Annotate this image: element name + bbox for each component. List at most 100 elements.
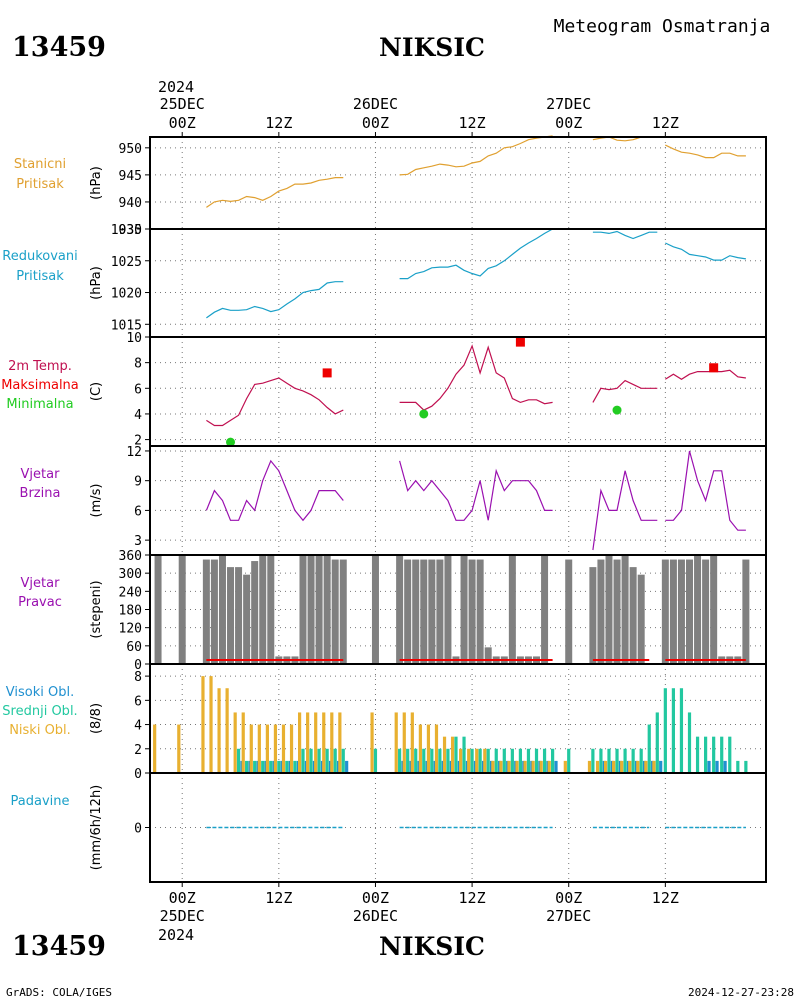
top-hour-label: 12Z <box>265 114 292 132</box>
cloud-mid-bar <box>567 748 571 773</box>
temperature-ytick-label: 8 <box>134 357 142 372</box>
reduced_pressure-label-line: Pritisak <box>16 269 64 284</box>
precip-unit-label: (mm/6h/12h) <box>89 785 104 871</box>
tmin-marker <box>226 437 236 447</box>
wind-direction-bar <box>476 559 484 664</box>
cloud-mid-bar <box>712 736 716 773</box>
cloud-mid-bar <box>510 748 514 773</box>
cloud-mid-bar <box>736 760 740 773</box>
cloud-mid-bar <box>446 748 450 773</box>
temperature-label-line: 2m Temp. <box>8 359 72 374</box>
cloud-mid-bar <box>728 736 732 773</box>
wind_speed-ytick-label: 12 <box>126 445 142 460</box>
station-id-top: 13459 <box>12 32 106 63</box>
wind_direction-ytick-label: 0 <box>134 658 142 673</box>
cloud-high-bar <box>345 760 349 773</box>
bottom-hour-label: 12Z <box>265 889 292 907</box>
cloud-mid-bar <box>704 736 708 773</box>
wind_speed-label-line: Vjetar <box>21 467 61 482</box>
wind_direction-ytick-label: 180 <box>119 604 142 619</box>
station-id-bottom: 13459 <box>12 931 106 962</box>
top-hour-label: 00Z <box>169 114 196 132</box>
cloud-low-bar <box>249 724 253 773</box>
cloud-low-bar <box>402 712 406 773</box>
cloud-mid-bar <box>551 748 555 773</box>
cloud-mid-bar <box>470 748 474 773</box>
precip-panel-frame <box>149 772 767 883</box>
wind-direction-bar <box>210 559 218 664</box>
cloud-mid-bar <box>486 748 490 773</box>
cloud-mid-bar <box>301 748 305 773</box>
cloud-low-bar <box>531 760 535 773</box>
plot-panels: Stanicni Pritisak (hPa) Redukovani Pritisak (… <box>1 95 767 925</box>
cloud-low-bar <box>467 748 471 773</box>
wind_direction-unit-label: (stepeni) <box>89 580 104 638</box>
cloud-mid-bar <box>317 748 321 773</box>
cloud-low-bar <box>459 748 463 773</box>
cloud-low-bar <box>442 736 447 773</box>
cloud-low-bar <box>539 760 543 773</box>
cloud-low-bar <box>153 724 157 773</box>
wind-direction-bar <box>404 559 412 664</box>
clouds-ytick-label: 6 <box>134 694 142 709</box>
reduced_pressure-unit-label: (hPa) <box>89 266 104 300</box>
meteogram-title: Meteogram Osmatranja <box>554 16 771 37</box>
bottom-hour-label: 00Z <box>169 889 196 907</box>
wind_speed-unit-label: (m/s) <box>89 484 104 518</box>
precip-ytick-label: 0 <box>134 822 142 837</box>
wind-direction-bar <box>412 559 420 664</box>
wind-direction-bar <box>227 567 235 664</box>
station_pressure-panel-frame <box>149 136 767 230</box>
station_pressure-series-line <box>206 135 746 208</box>
wind-direction-bar <box>243 574 251 664</box>
cloud-low-bar <box>314 712 318 773</box>
cloud-mid-bar <box>631 748 635 773</box>
wind-direction-bar <box>597 559 605 664</box>
cloud-low-bar <box>507 760 511 773</box>
cloud-mid-bar <box>655 712 659 773</box>
clouds-label-line: Visoki Obl. <box>6 685 74 700</box>
wind-direction-bar <box>299 555 307 664</box>
bottom-date-label: 25DEC <box>160 907 205 925</box>
clouds-ytick-label: 2 <box>134 743 142 758</box>
wind-direction-bar <box>428 559 436 664</box>
cloud-mid-bar <box>518 748 523 773</box>
cloud-mid-bar <box>422 748 426 773</box>
temperature-unit-label: (C) <box>89 382 104 401</box>
wind_direction-ytick-label: 300 <box>119 567 142 582</box>
wind_direction-ytick-label: 240 <box>119 585 142 600</box>
bottom-hour-label: 00Z <box>362 889 389 907</box>
cloud-mid-bar <box>277 760 281 773</box>
cloud-low-bar <box>370 712 374 773</box>
cloud-mid-bar <box>261 760 265 773</box>
wind-direction-bar <box>460 555 468 664</box>
wind-direction-bar <box>629 567 637 664</box>
bottom-date-label: 27DEC <box>546 907 591 925</box>
wind-direction-bar <box>154 555 162 664</box>
station_pressure-ytick-label: 935 <box>119 223 142 238</box>
cloud-mid-bar <box>333 748 337 773</box>
cloud-low-bar <box>338 712 342 773</box>
wind-direction-bar <box>702 559 710 664</box>
cloud-low-bar <box>217 688 221 773</box>
temperature-ytick-label: 10 <box>126 331 142 346</box>
wind-direction-bar <box>508 555 516 664</box>
top-hour-label: 00Z <box>555 114 582 132</box>
bottom-year-label: 2024 <box>158 926 194 944</box>
cloud-mid-bar <box>663 688 667 773</box>
cloud-mid-bar <box>245 760 249 773</box>
wind_direction-ytick-label: 120 <box>119 622 142 637</box>
cloud-mid-bar <box>615 748 619 773</box>
cloud-mid-bar <box>679 688 684 773</box>
wind-direction-bar <box>371 555 379 664</box>
cloud-low-bar <box>265 724 269 773</box>
cloud-low-bar <box>177 724 181 773</box>
cloud-low-bar <box>628 760 632 773</box>
clouds-ytick-label: 4 <box>134 719 142 734</box>
cloud-low-bar <box>257 724 261 773</box>
station_pressure-unit-label: (hPa) <box>89 166 104 200</box>
wind-direction-bar <box>267 555 275 664</box>
station_pressure-ytick-label: 950 <box>119 142 142 157</box>
cloud-low-bar <box>652 760 656 773</box>
